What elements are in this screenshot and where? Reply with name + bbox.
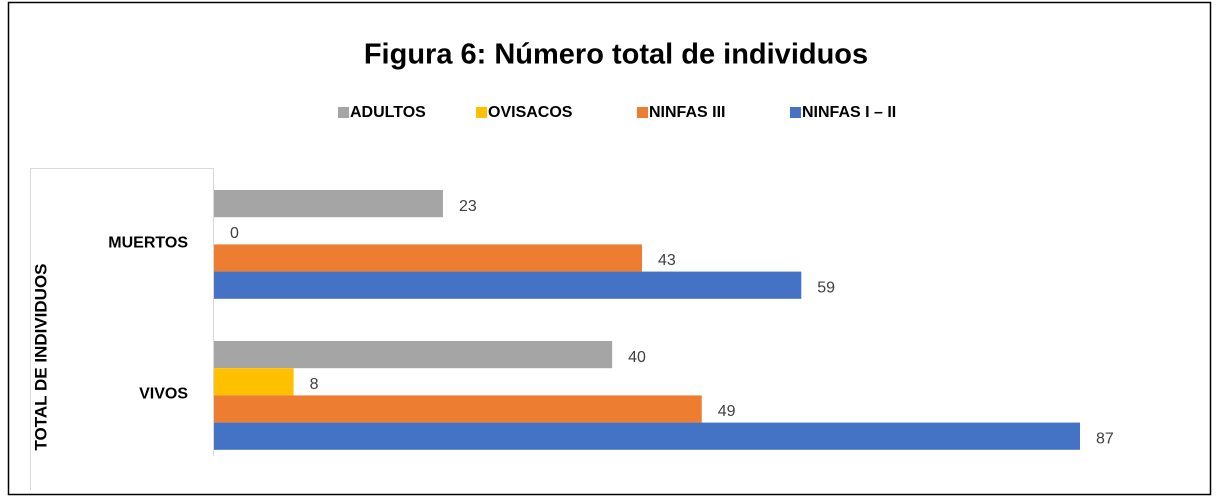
bar [214, 244, 643, 272]
category-label: VIVOS [139, 386, 188, 403]
legend-swatch [338, 107, 349, 118]
value-label: 87 [1096, 430, 1114, 447]
legend-swatch [637, 107, 648, 118]
legend-swatch [476, 107, 487, 118]
legend-swatch [790, 107, 801, 118]
value-label: 23 [459, 198, 477, 215]
legend-label: OVISACOS [488, 104, 573, 121]
category-label: MUERTOS [108, 235, 188, 252]
y-axis-label: TOTAL DE INDIVIDUOS [31, 263, 50, 450]
bar [214, 271, 802, 299]
value-label: 59 [817, 279, 835, 296]
value-label: 49 [718, 403, 736, 420]
bar [214, 190, 443, 218]
value-label: 40 [628, 349, 646, 366]
legend-label: NINFAS III [649, 104, 725, 121]
value-label: 43 [658, 252, 676, 269]
value-label: 8 [310, 376, 319, 393]
legend-label: NINFAS I – II [802, 104, 896, 121]
legend-label: ADULTOS [350, 104, 426, 121]
bar [214, 422, 1080, 450]
chart-title: Figura 6: Número total de individuos [364, 39, 868, 71]
bar [214, 341, 613, 369]
value-label: 0 [230, 225, 239, 242]
bar [214, 395, 702, 423]
bar [214, 368, 294, 396]
